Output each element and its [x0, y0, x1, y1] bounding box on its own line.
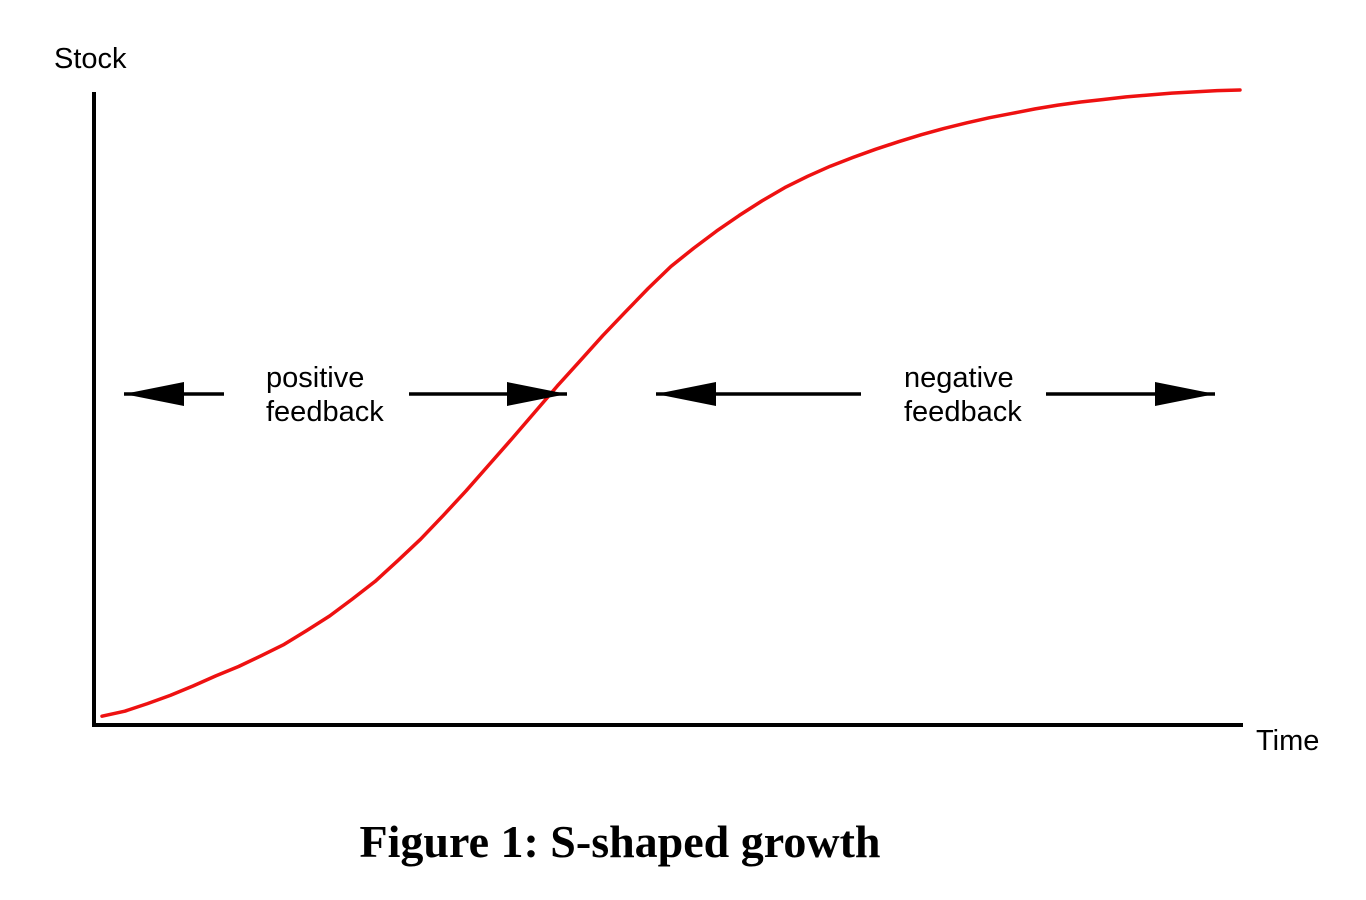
negative-feedback-label-line2: feedback [904, 396, 1022, 428]
positive-feedback-label-line2: feedback [266, 396, 384, 428]
positive-feedback-annotation: positive feedback [124, 362, 567, 428]
negative-feedback-label-line1: negative [904, 362, 1014, 394]
positive-feedback-label-line1: positive [266, 362, 364, 394]
stock-series-line [100, 88, 1242, 718]
x-axis-label: Time [1256, 725, 1319, 757]
y-axis-label: Stock [54, 43, 127, 75]
figure-caption: Figure 1: S-shaped growth [360, 816, 881, 867]
negative-feedback-annotation: negative feedback [656, 362, 1215, 428]
